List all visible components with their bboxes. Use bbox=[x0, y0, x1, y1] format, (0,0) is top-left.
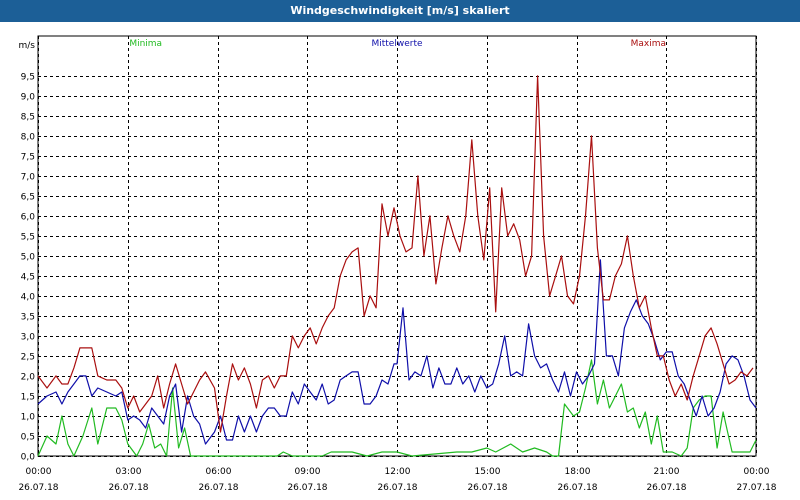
legend-mittelwerte: Mittelwerte bbox=[371, 39, 422, 49]
y-tick-label: 1,5 bbox=[21, 393, 35, 403]
x-tick-date: 26.07.18 bbox=[557, 483, 597, 493]
x-tick-time: 06:00 bbox=[206, 467, 232, 477]
y-tick-label: 2,0 bbox=[21, 373, 36, 383]
y-tick-label: 1,0 bbox=[21, 413, 36, 423]
y-tick-label: 9,5 bbox=[21, 73, 35, 83]
x-tick-time: 18:00 bbox=[565, 467, 591, 477]
x-tick-date: 26.07.18 bbox=[377, 483, 417, 493]
y-tick-label: 7,0 bbox=[21, 173, 36, 183]
x-tick-date: 26.07.18 bbox=[18, 483, 58, 493]
y-axis-unit: m/s bbox=[19, 41, 36, 51]
legend-minima: Minima bbox=[129, 39, 162, 49]
y-tick-label: 3,0 bbox=[21, 333, 36, 343]
x-tick-time: 21:00 bbox=[654, 467, 680, 477]
legend-maxima: Maxima bbox=[631, 39, 666, 49]
x-tick-time: 09:00 bbox=[295, 467, 321, 477]
x-tick-date: 26.07.18 bbox=[646, 483, 686, 493]
series-line-minima bbox=[37, 359, 757, 457]
y-tick-label: 5,5 bbox=[21, 233, 35, 243]
y-tick-label: 4,0 bbox=[21, 293, 36, 303]
x-tick-time: 15:00 bbox=[475, 467, 501, 477]
x-tick-date: 26.07.18 bbox=[287, 483, 327, 493]
y-tick-label: 2,5 bbox=[21, 353, 35, 363]
y-tick-label: 3,5 bbox=[21, 313, 35, 323]
y-tick-label: 0,5 bbox=[21, 433, 35, 443]
x-tick-time: 03:00 bbox=[116, 467, 142, 477]
y-tick-label: 4,5 bbox=[21, 273, 35, 283]
y-tick-label: 0,0 bbox=[21, 453, 36, 463]
line-chart: 0,0 0,5 1,0 1,5 2,0 2,5 3,0 3,5 4,0 4,5 5,0 5,5 6,0 6… bbox=[18, 35, 777, 493]
x-tick-time: 12:00 bbox=[385, 467, 411, 477]
y-tick-label: 9,0 bbox=[21, 93, 36, 103]
x-tick-date: 26.07.18 bbox=[467, 483, 507, 493]
chart-title-bar: Windgeschwindigkeit [m/s] skaliert bbox=[0, 0, 800, 22]
chart-title: Windgeschwindigkeit [m/s] skaliert bbox=[290, 4, 510, 17]
y-tick-label: 8,5 bbox=[21, 113, 35, 123]
y-tick-label: 6,0 bbox=[21, 213, 36, 223]
x-tick-date: 26.07.18 bbox=[198, 483, 238, 493]
y-tick-label: 7,5 bbox=[21, 153, 35, 163]
y-tick-label: 8,0 bbox=[21, 133, 36, 143]
chart-area: 0,0 0,5 1,0 1,5 2,0 2,5 3,0 3,5 4,0 4,5 5,0 5,5 6,0 6… bbox=[0, 22, 800, 500]
x-tick-date: 27.07.18 bbox=[736, 483, 776, 493]
y-tick-label: 5,0 bbox=[21, 253, 36, 263]
y-tick-label: 6,5 bbox=[21, 193, 35, 203]
x-tick-time: 00:00 bbox=[744, 467, 770, 477]
series-line-maxima bbox=[37, 75, 754, 433]
x-tick-date: 26.07.18 bbox=[108, 483, 148, 493]
x-tick-time: 00:00 bbox=[26, 467, 52, 477]
